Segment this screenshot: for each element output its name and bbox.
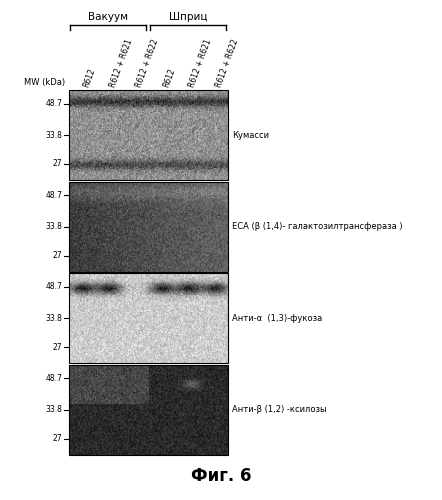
Text: R612 + R622: R612 + R622 <box>135 38 160 88</box>
Text: 48.7: 48.7 <box>45 282 62 292</box>
Text: 33.8: 33.8 <box>45 314 62 323</box>
Text: 27: 27 <box>53 434 62 444</box>
Text: 48.7: 48.7 <box>45 190 62 200</box>
Text: 27: 27 <box>53 342 62 351</box>
Text: 27: 27 <box>53 160 62 168</box>
Text: Шприц: Шприц <box>168 12 207 22</box>
Text: R612: R612 <box>161 67 176 88</box>
Text: R612 + R621: R612 + R621 <box>108 38 134 88</box>
Text: ECA (β (1,4)- галактозилтрансфераза ): ECA (β (1,4)- галактозилтрансфераза ) <box>232 222 403 231</box>
Text: R612 + R621: R612 + R621 <box>188 38 213 88</box>
Text: R612: R612 <box>82 67 97 88</box>
Text: Фиг. 6: Фиг. 6 <box>191 467 251 485</box>
Text: Анти-β (1,2) -ксилозы: Анти-β (1,2) -ксилозы <box>232 406 327 414</box>
Text: MW (kDa): MW (kDa) <box>24 78 65 88</box>
Text: 27: 27 <box>53 251 62 260</box>
Text: Анти-α  (1,3)-фукоза: Анти-α (1,3)-фукоза <box>232 314 323 323</box>
Text: 33.8: 33.8 <box>45 130 62 140</box>
Text: 33.8: 33.8 <box>45 406 62 414</box>
Text: 48.7: 48.7 <box>45 374 62 383</box>
Text: Кумасси: Кумасси <box>232 130 270 140</box>
Text: 48.7: 48.7 <box>45 99 62 108</box>
Text: 33.8: 33.8 <box>45 222 62 231</box>
Text: Вакуум: Вакуум <box>88 12 128 22</box>
Text: R612 + R622: R612 + R622 <box>214 38 240 88</box>
